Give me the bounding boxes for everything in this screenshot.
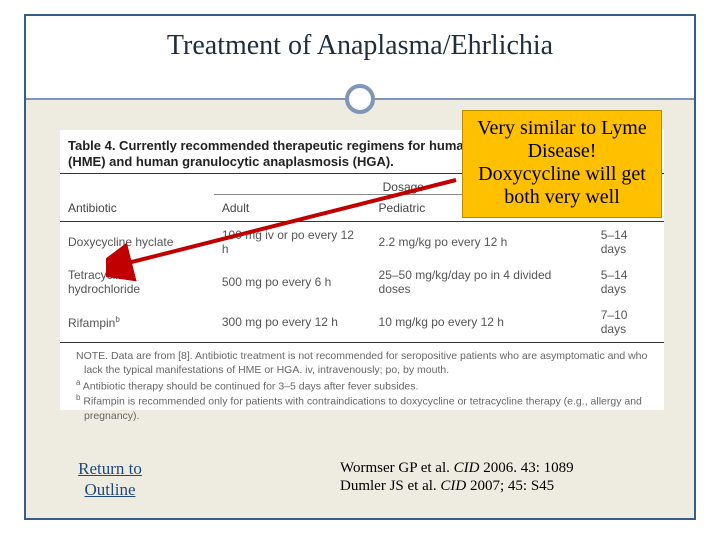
table-row: Rifampinb 300 mg po every 12 h 10 mg/kg … — [60, 302, 664, 343]
return-to-outline-link[interactable]: Return to Outline — [60, 459, 160, 500]
slide-title: Treatment of Anaplasma/Ehrlichia — [26, 30, 694, 62]
citation-2: Dumler JS et al. CID 2007; 45: S45 — [340, 477, 660, 496]
footnote-a: a Antibiotic therapy should be continued… — [76, 378, 654, 394]
slide-frame: Treatment of Anaplasma/Ehrlichia Table 4… — [24, 14, 696, 520]
footnote-b: b Rifampin is recommended only for patie… — [76, 393, 654, 423]
citation-1: Wormser GP et al. CID 2006. 43: 1089 — [340, 459, 660, 478]
return-line2: Outline — [85, 480, 136, 499]
callout-arrow — [106, 172, 466, 282]
note-main: NOTE. Data are from [8]. Antibiotic trea… — [76, 349, 654, 377]
citations: Wormser GP et al. CID 2006. 43: 1089 Dum… — [340, 459, 660, 497]
callout-box: Very similar to Lyme Disease! Doxycyclin… — [462, 110, 662, 218]
circle-ornament — [345, 84, 375, 114]
return-line1: Return to — [78, 459, 142, 478]
content-area: Table 4. Currently recommended therapeut… — [26, 100, 694, 518]
table-notes: NOTE. Data are from [8]. Antibiotic trea… — [60, 343, 664, 423]
